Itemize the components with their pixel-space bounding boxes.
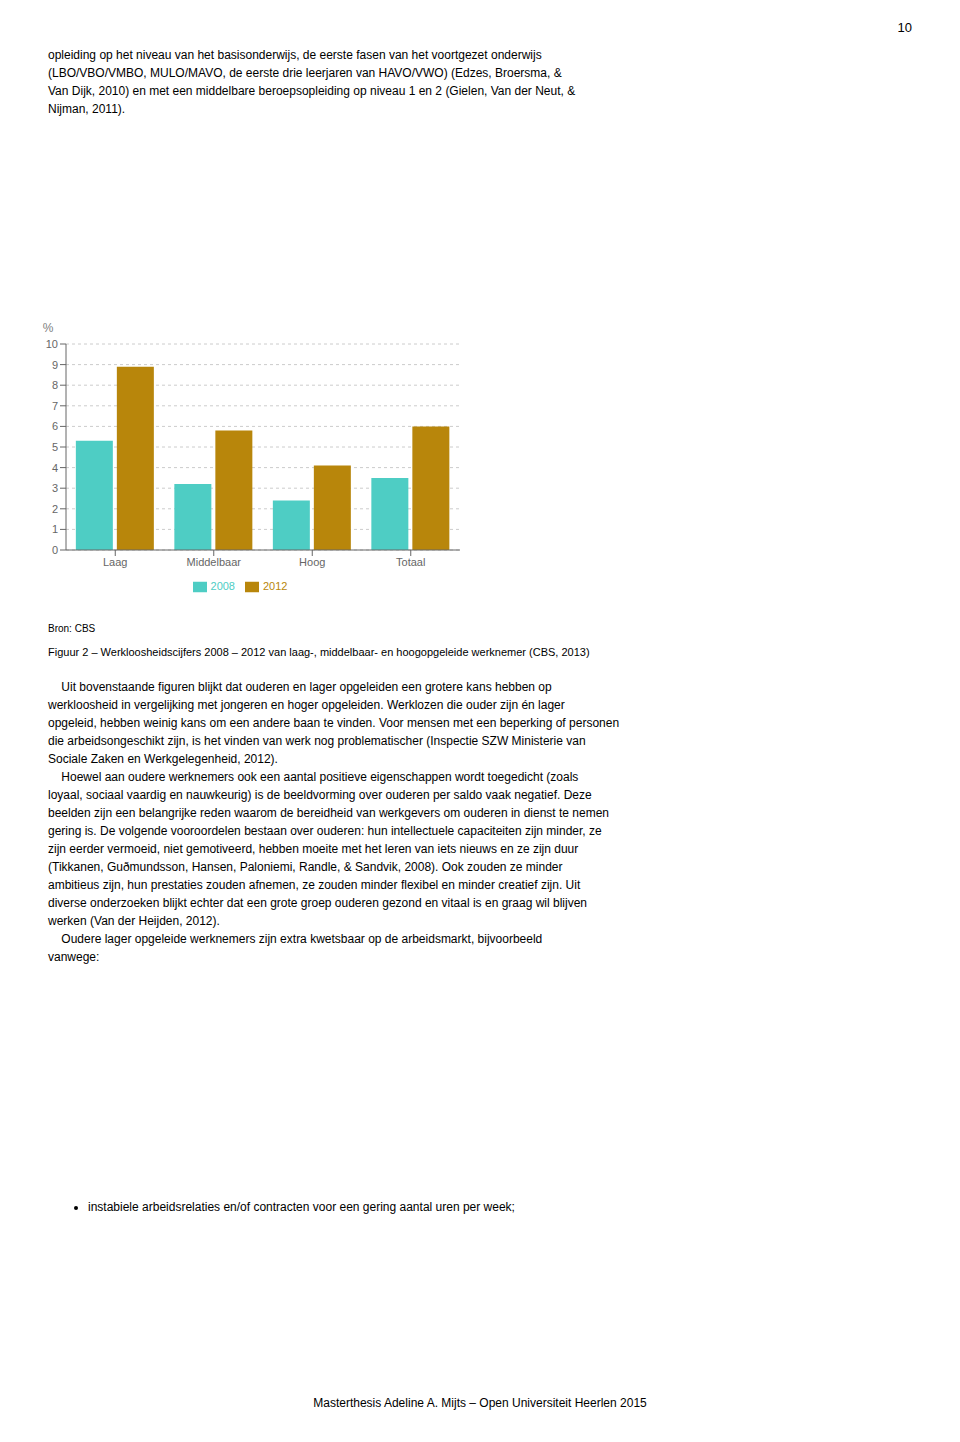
svg-text:Middelbaar: Middelbaar (187, 556, 242, 568)
svg-text:Hoog: Hoog (299, 556, 325, 568)
html-text:instabiele arbeidsrelaties en/: instabiele arbeidsrelaties en/of contrac… (88, 1200, 515, 1214)
svg-text:10: 10 (46, 338, 58, 350)
html-text:Uit bovenstaande figuren blijk: Uit bovenstaande figuren blijkt dat oude… (48, 680, 620, 964)
svg-text:Totaal: Totaal (396, 556, 425, 568)
html-text:2008: 2008 (210, 580, 235, 592)
svg-text:%: % (43, 321, 54, 335)
svg-text:5: 5 (52, 441, 58, 453)
html-text:2012: 2012 (263, 580, 288, 592)
svg-text:8: 8 (52, 379, 58, 391)
svg-text:4: 4 (52, 462, 58, 474)
svg-text:Laag: Laag (103, 556, 127, 568)
svg-text:2: 2 (52, 503, 58, 515)
svg-text:3: 3 (52, 482, 58, 494)
html-text:Bron: CBS: Bron: CBS (48, 623, 96, 634)
svg-text:0: 0 (52, 544, 58, 556)
svg-text:7: 7 (52, 400, 58, 412)
html-text:Figuur 2 – Werkloosheidscijfer: Figuur 2 – Werkloosheidscijfers 2008 – 2… (48, 646, 590, 658)
html-text:Masterthesis Adeline A. Mijts: Masterthesis Adeline A. Mijts – Open Uni… (313, 1396, 647, 1410)
html-text:opleiding op het niveau van he: opleiding op het niveau van het basisond… (48, 48, 576, 116)
svg-text:6: 6 (52, 420, 58, 432)
html-text:10: 10 (897, 20, 912, 35)
svg-text:9: 9 (52, 359, 58, 371)
svg-text:1: 1 (52, 523, 58, 535)
